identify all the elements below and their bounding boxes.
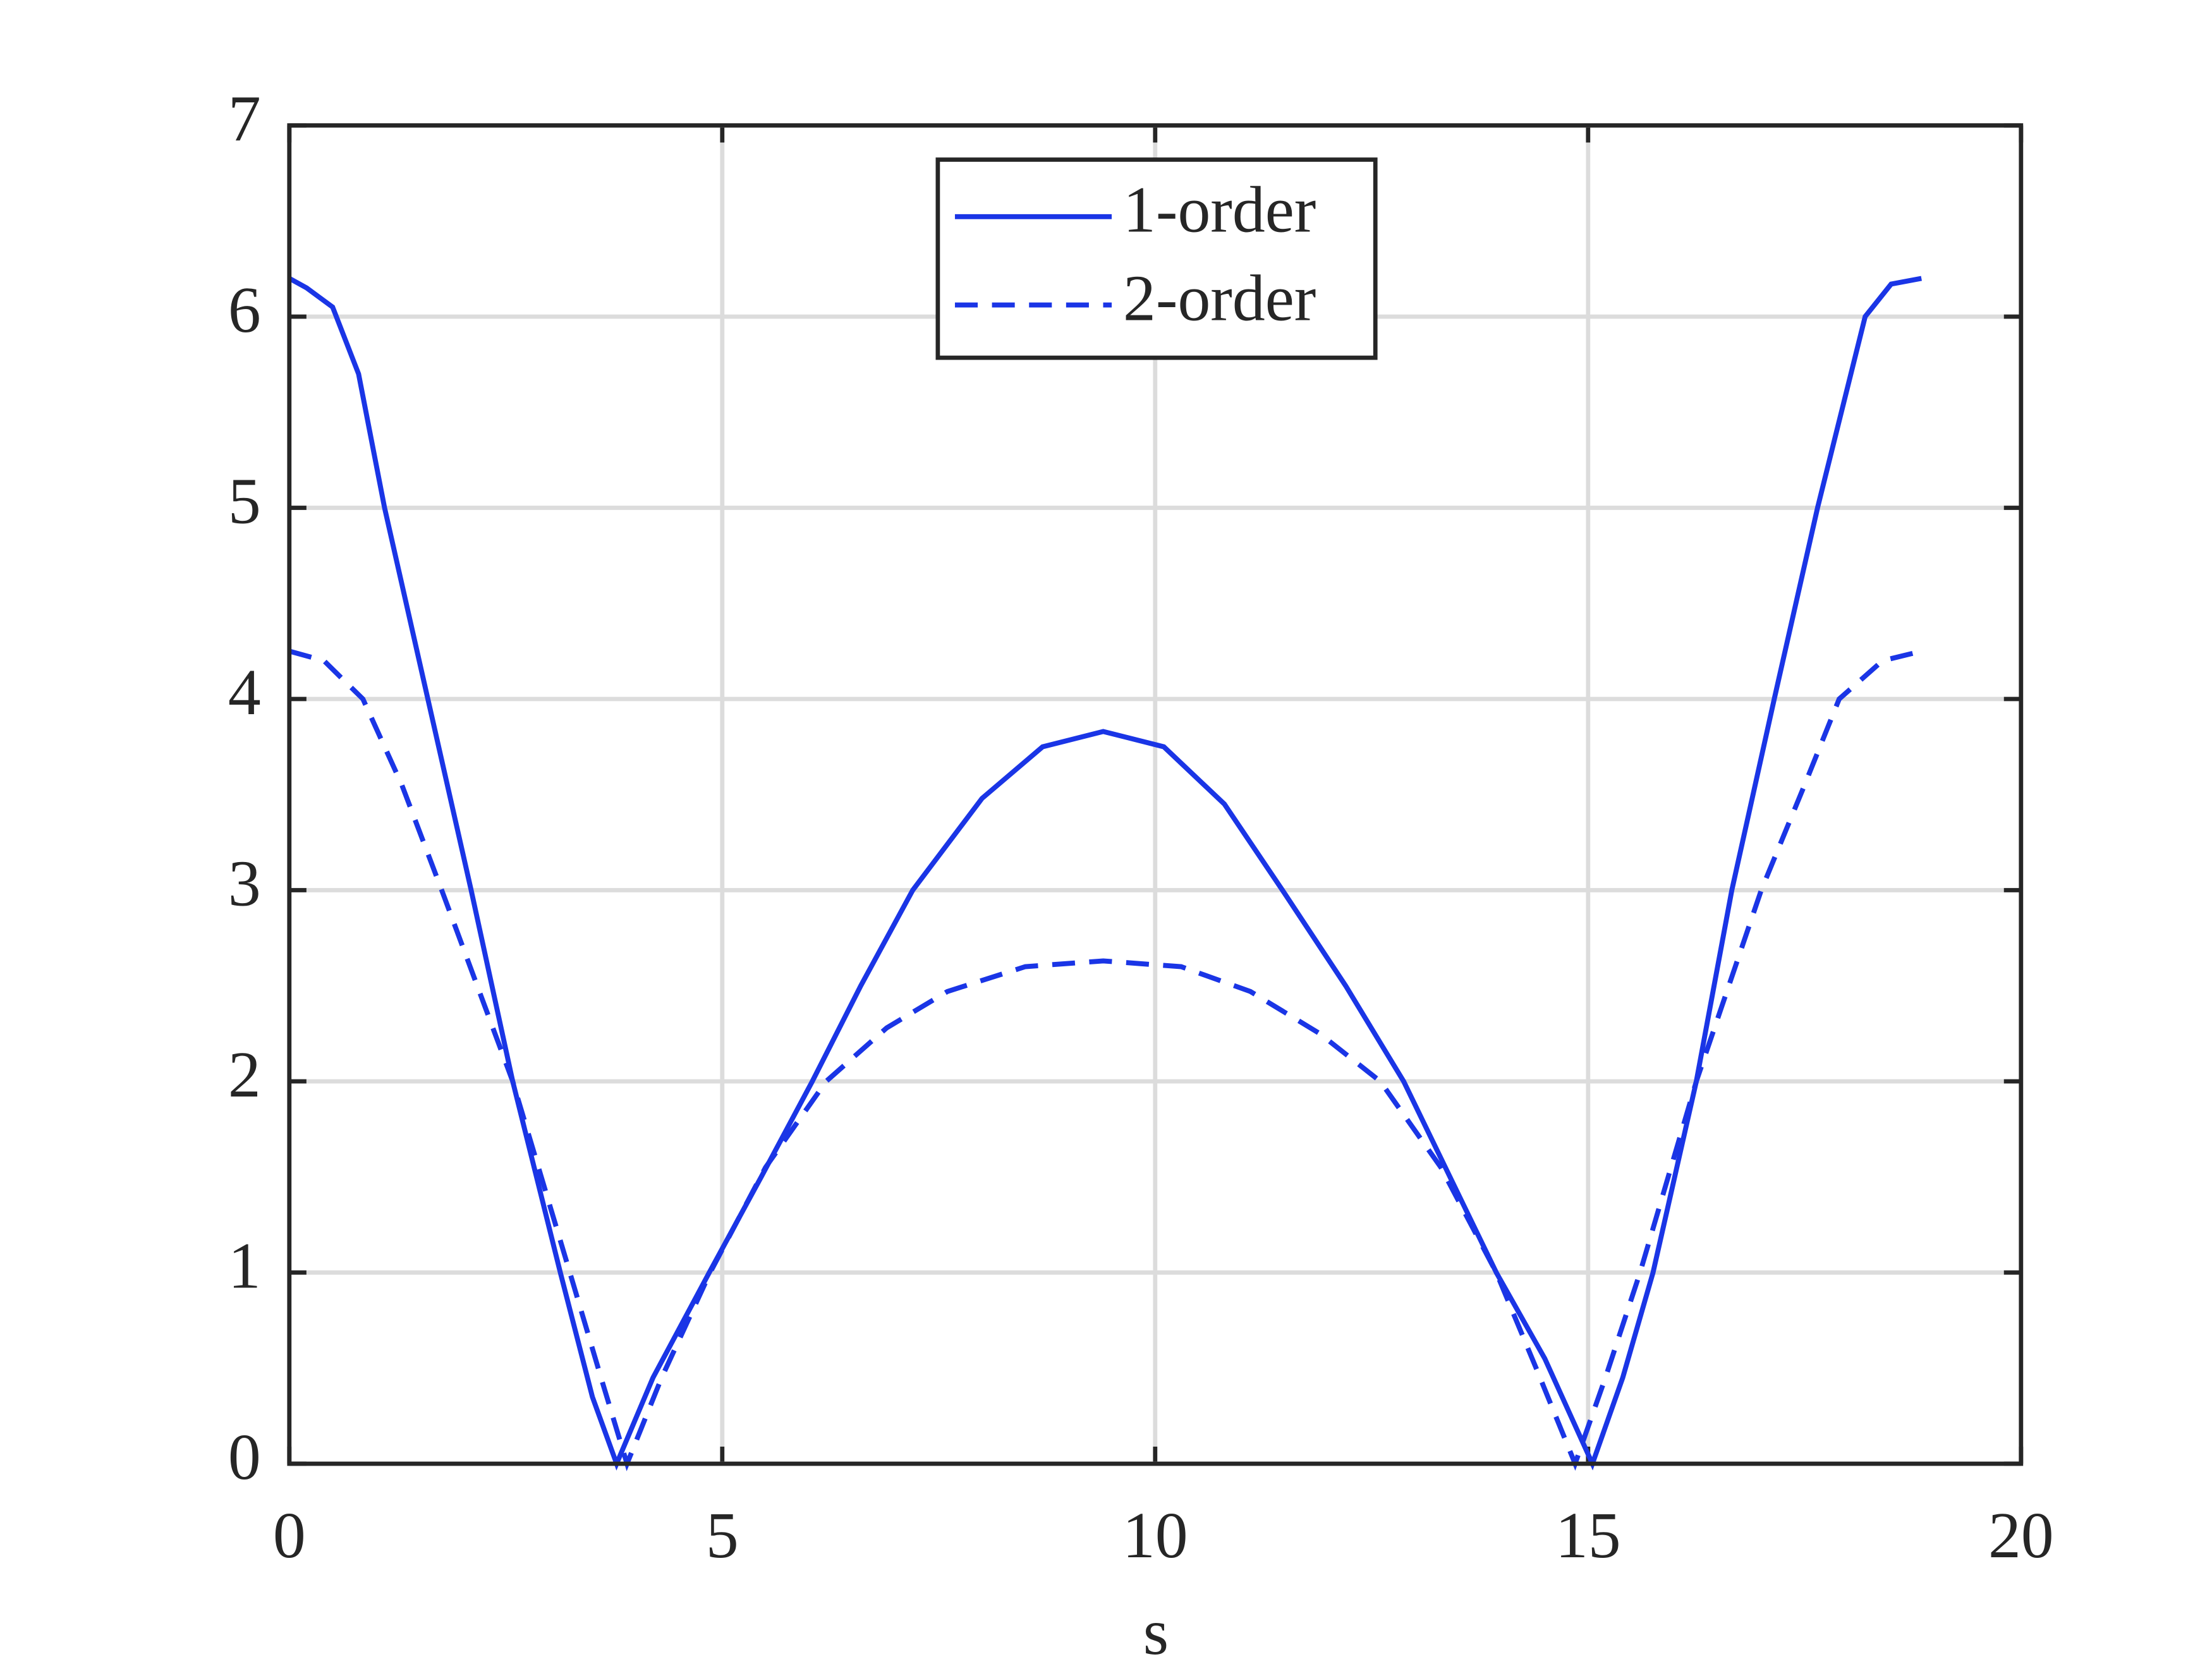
y-tick-label: 2 (228, 1039, 261, 1111)
y-tick-label: 3 (228, 848, 261, 920)
y-tick-label: 4 (228, 657, 261, 729)
legend-box (935, 157, 1378, 360)
data-line (288, 648, 1923, 1471)
y-tick-label: 7 (228, 83, 261, 155)
y-tick-label: 5 (228, 465, 261, 537)
y-tick-label: 1 (228, 1230, 261, 1302)
x-tick-label: 10 (1122, 1500, 1188, 1572)
legend-label: 1-order (1123, 174, 1316, 246)
y-tick-label: 0 (228, 1421, 261, 1493)
legend-label: 2-order (1123, 262, 1316, 334)
y-tick-label: 6 (228, 274, 261, 346)
x-tick-label: 0 (273, 1500, 306, 1572)
x-tick-label: 15 (1555, 1500, 1621, 1572)
legend: 1-order 2-order (935, 157, 1378, 360)
x-tick-label: 20 (1988, 1500, 2054, 1572)
x-axis-label: s (1143, 1596, 1169, 1659)
x-tick-label: 5 (706, 1500, 739, 1572)
plot-frame (287, 123, 2024, 1466)
